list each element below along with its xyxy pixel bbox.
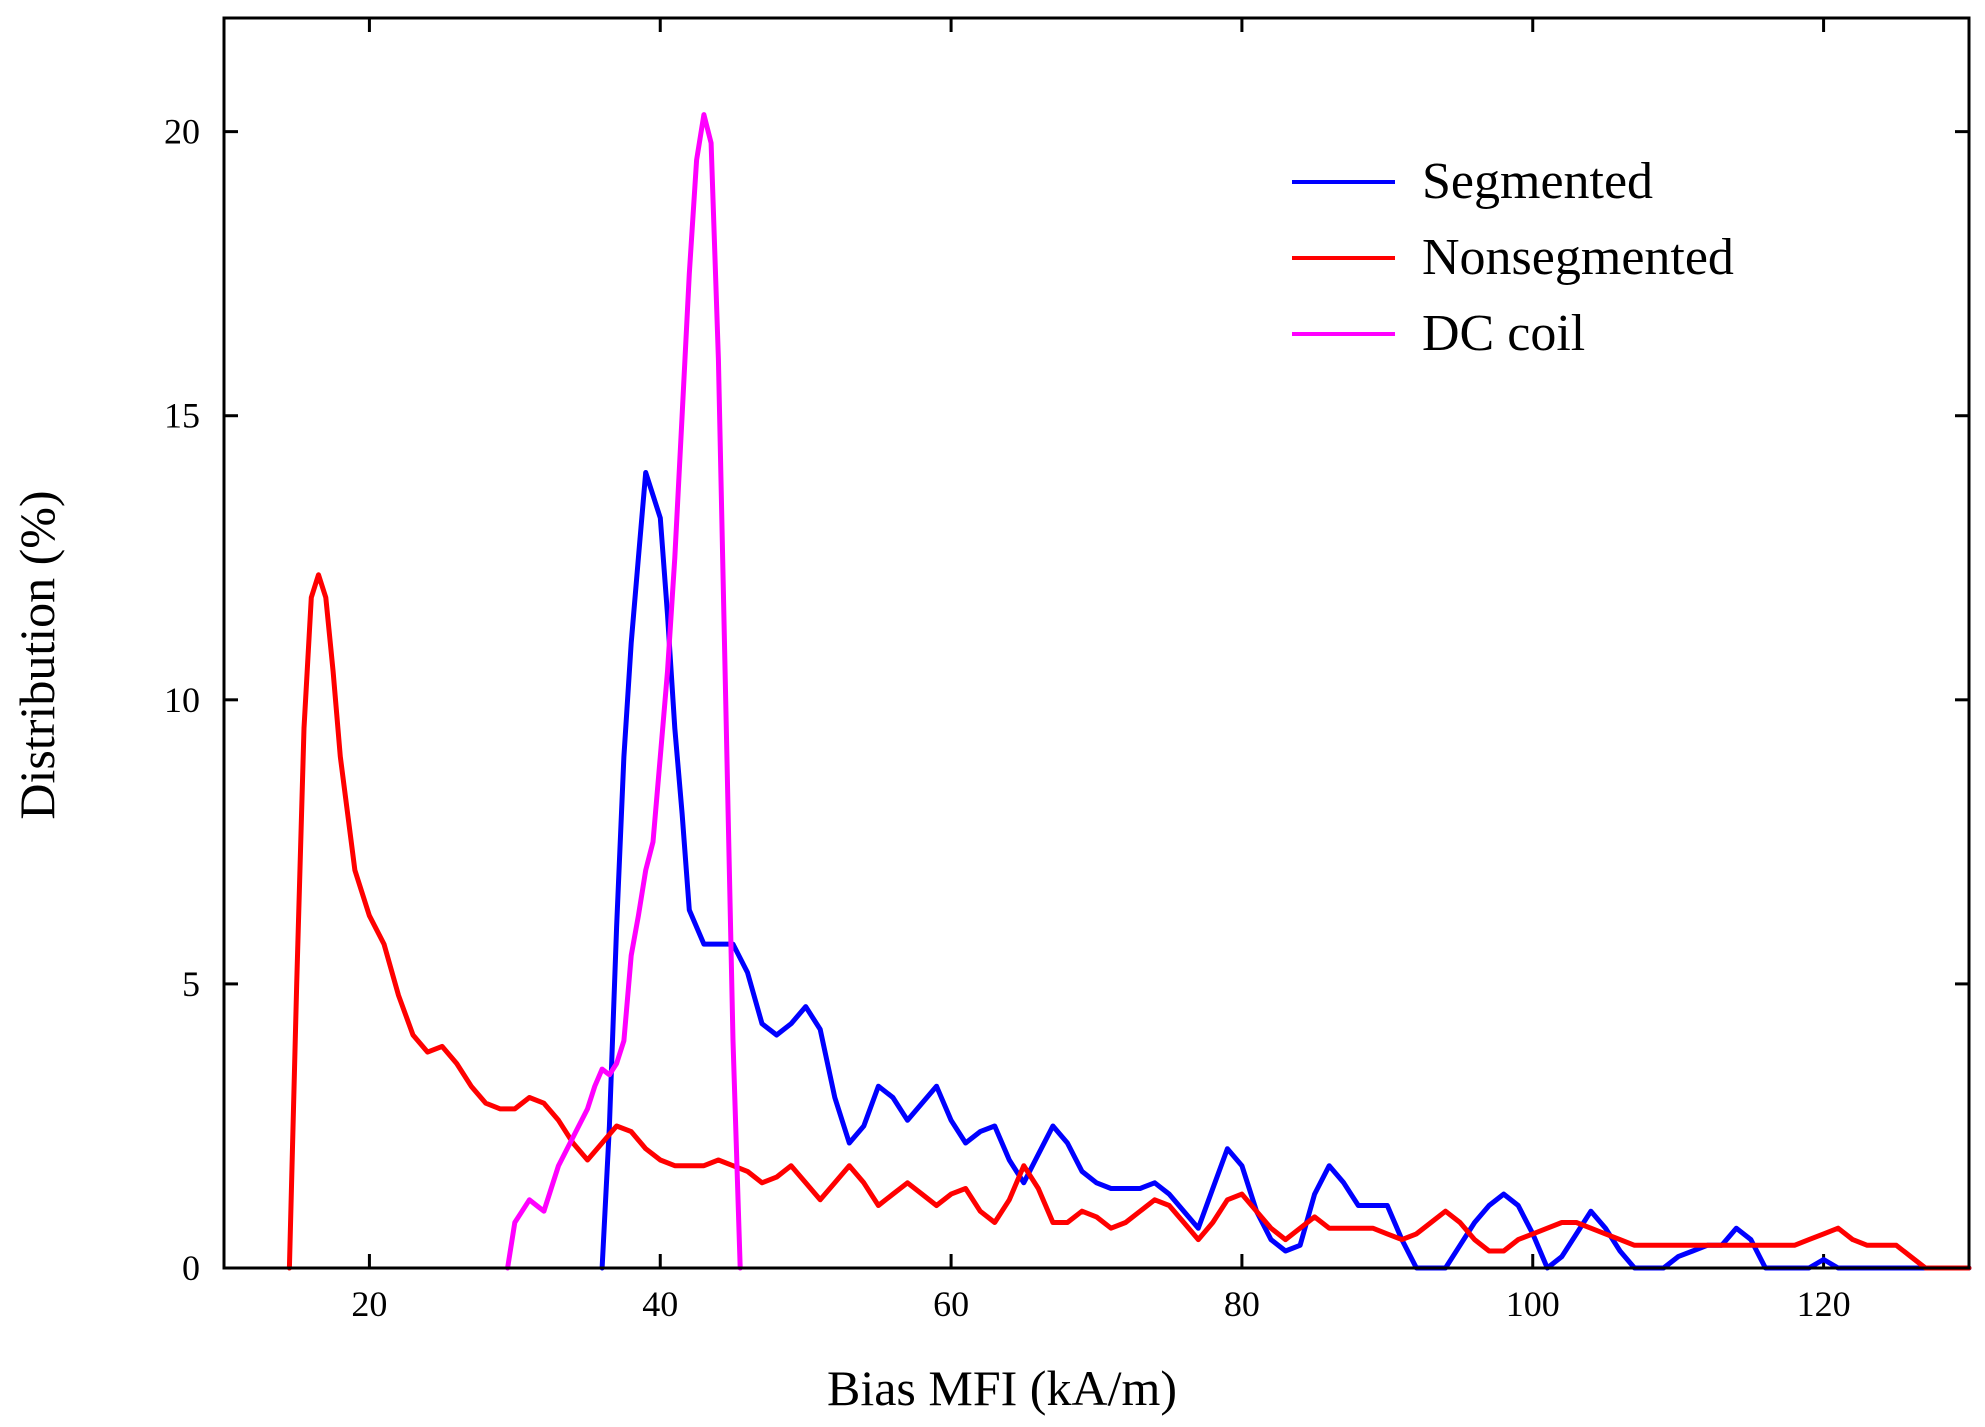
y-tick-label: 20 (164, 112, 200, 152)
y-tick-label: 15 (164, 396, 200, 436)
legend-label-nonsegmented: Nonsegmented (1422, 229, 1734, 286)
series-line-segmented (599, 470, 1972, 1271)
x-tick-label: 60 (933, 1284, 969, 1324)
x-tick-label: 80 (1224, 1284, 1260, 1324)
y-tick-label: 10 (164, 680, 200, 720)
x-tick-label: 20 (351, 1284, 387, 1324)
y-tick-label: 5 (182, 964, 200, 1004)
legend-label-dc-coil: DC coil (1422, 305, 1585, 362)
x-axis-ticks: 20 40 60 80 100 120 (351, 18, 1851, 1324)
x-axis-title: Bias MFI (kA/m) (827, 1360, 1177, 1416)
plot-frame (222, 16, 1971, 1270)
y-axis-ticks: 0 5 10 15 20 (164, 112, 1969, 1288)
x-tick-label: 100 (1506, 1284, 1560, 1324)
series-line-nonsegmented (286, 572, 1972, 1271)
series-line-dc-coil (505, 112, 743, 1271)
y-tick-label: 0 (182, 1248, 200, 1288)
legend-label-segmented: Segmented (1422, 153, 1653, 210)
x-tick-label: 120 (1797, 1284, 1851, 1324)
series-lines (286, 112, 1972, 1271)
x-tick-label: 40 (642, 1284, 678, 1324)
y-axis-title: Distribution (%) (9, 490, 65, 819)
legend: Segmented Nonsegmented DC coil (1292, 153, 1734, 362)
